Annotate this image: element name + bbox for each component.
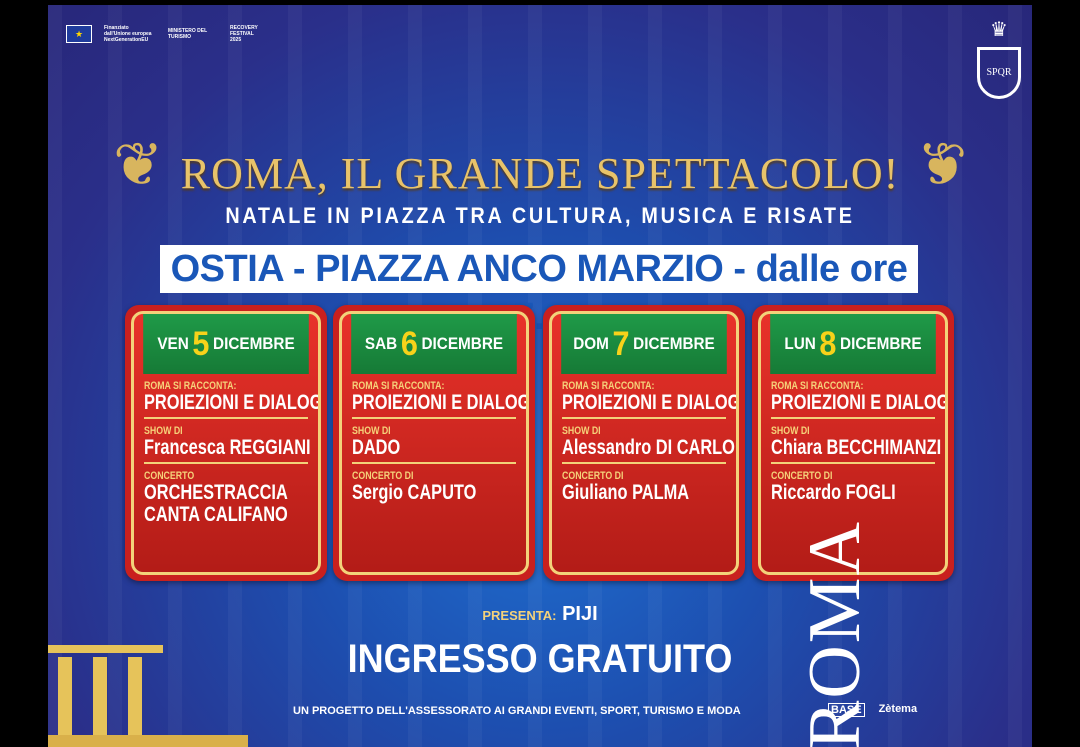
event-label: SHOW DI <box>562 425 601 437</box>
event-section: CONCERTO DI Sergio CAPUTO <box>352 464 516 507</box>
day-card: LUN 8 DICEMBRE ROMA SI RACCONTA: PROIEZIONI… <box>752 305 954 581</box>
event-title: PROIEZIONI E DIALOGHI <box>352 391 529 414</box>
crown-icon: ♛ <box>990 19 1008 41</box>
zetema-logo: Zètema <box>878 703 918 715</box>
day-number: 8 <box>819 324 837 363</box>
event-label: ROMA SI RACCONTA: <box>562 380 655 392</box>
event-section: CONCERTO DI Riccardo FOGLI <box>771 464 935 507</box>
weekday: DOM <box>573 334 609 353</box>
recovery-logo: RECOVERY FESTIVAL 2025 <box>230 25 258 43</box>
day-number: 5 <box>192 324 210 363</box>
base-logo: BASE <box>828 703 865 717</box>
day-header: DOM 7 DICEMBRE <box>561 314 727 374</box>
spqr-shield: SPQR <box>977 47 1021 99</box>
event-title: DADO <box>352 436 401 459</box>
event-title: PROIEZIONI E DIALOGHI <box>771 391 948 414</box>
day-card: SAB 6 DICEMBRE ROMA SI RACCONTA: PROIEZIONI… <box>333 305 535 581</box>
event-section: SHOW DI Alessandro DI CARLO <box>562 419 735 464</box>
event-section: SHOW DI Francesca REGGIANI <box>144 419 311 464</box>
event-section: SHOW DI DADO <box>352 419 516 464</box>
free-entry: INGRESSO GRATUITO <box>347 637 733 681</box>
event-label: ROMA SI RACCONTA: <box>771 380 864 392</box>
month: DICEMBRE <box>213 334 295 353</box>
event-title: Sergio CAPUTO <box>352 481 477 504</box>
footer-logos: BASE Zètema <box>828 703 917 717</box>
day-card: DOM 7 DICEMBRE ROMA SI RACCONTA: PROIEZIONI… <box>543 305 745 581</box>
month: DICEMBRE <box>421 334 504 353</box>
event-title: Giuliano PALMA <box>562 481 690 504</box>
event-label: SHOW DI <box>144 425 183 437</box>
weekday: LUN <box>784 334 816 353</box>
laurel-left-icon: ❦ <box>113 131 164 198</box>
month: DICEMBRE <box>633 334 715 353</box>
event-label: SHOW DI <box>352 425 391 437</box>
poster-title: ROMA, IL GRANDE SPETTACOLO! <box>180 149 900 198</box>
ministero-logo: MINISTERO DEL TURISMO <box>168 28 208 40</box>
event-label: ROMA SI RACCONTA: <box>352 380 445 392</box>
event-section: ROMA SI RACCONTA: PROIEZIONI E DIALOGHI <box>352 374 529 419</box>
event-section: ROMA SI RACCONTA: PROIEZIONI E DIALOGHI <box>144 374 321 419</box>
event-label: CONCERTO <box>144 470 195 482</box>
day-header: LUN 8 DICEMBRE <box>770 314 936 374</box>
event-title: Riccardo FOGLI <box>771 481 896 504</box>
presenter-label: PRESENTA: <box>482 608 557 623</box>
event-title: PROIEZIONI E DIALOGHI <box>144 391 321 414</box>
event-section: CONCERTO ORCHESTRACCIA CANTA CALIFANO <box>144 464 308 529</box>
poster-subtitle: NATALE IN PIAZZA TRA CULTURA, MUSICA E R… <box>225 203 855 228</box>
sponsor-logos: ★ Finanziato dall'Unione europea NextGen… <box>66 25 262 43</box>
event-title: PROIEZIONI E DIALOGHI <box>562 391 739 414</box>
event-title: Alessandro DI CARLO <box>562 436 735 459</box>
eu-logo-text: Finanziato dall'Unione europea NextGener… <box>104 25 152 43</box>
roma-vertical-logo: ROMA <box>793 519 876 747</box>
day-card: VEN 5 DICEMBRE ROMA SI RACCONTA: PROIEZIONI… <box>125 305 327 581</box>
event-title: Francesca REGGIANI <box>144 436 311 459</box>
event-label: ROMA SI RACCONTA: <box>144 380 237 392</box>
event-title: ORCHESTRACCIA CANTA CALIFANO <box>144 481 288 526</box>
event-section: CONCERTO DI Giuliano PALMA <box>562 464 726 507</box>
footer-text: UN PROGETTO DELL'ASSESSORATO AI GRANDI E… <box>293 705 741 717</box>
day-header: SAB 6 DICEMBRE <box>351 314 517 374</box>
poster: ★ Finanziato dall'Unione europea NextGen… <box>48 5 1032 747</box>
day-number: 6 <box>400 324 418 363</box>
weekday: VEN <box>157 334 189 353</box>
location-banner: OSTIA - PIAZZA ANCO MARZIO - dalle ore 1… <box>160 245 918 338</box>
day-number: 7 <box>612 324 630 363</box>
event-section: SHOW DI Chiara BECCHIMANZI <box>771 419 942 464</box>
event-label: CONCERTO DI <box>771 470 833 482</box>
month: DICEMBRE <box>840 334 922 353</box>
presenter: PRESENTA: PIJI <box>48 603 1032 626</box>
temple-illustration <box>48 645 248 747</box>
event-label: CONCERTO DI <box>352 470 414 482</box>
presenter-name: PIJI <box>562 603 598 625</box>
event-section: ROMA SI RACCONTA: PROIEZIONI E DIALOGHI <box>562 374 739 419</box>
weekday: SAB <box>364 334 398 353</box>
event-title: Chiara BECCHIMANZI <box>771 436 942 459</box>
event-label: SHOW DI <box>771 425 810 437</box>
spqr-crest: ♛ SPQR <box>972 19 1026 101</box>
day-header: VEN 5 DICEMBRE <box>143 314 309 374</box>
event-section: ROMA SI RACCONTA: PROIEZIONI E DIALOGHI <box>771 374 948 419</box>
eu-flag-icon: ★ <box>66 25 92 43</box>
event-label: CONCERTO DI <box>562 470 624 482</box>
